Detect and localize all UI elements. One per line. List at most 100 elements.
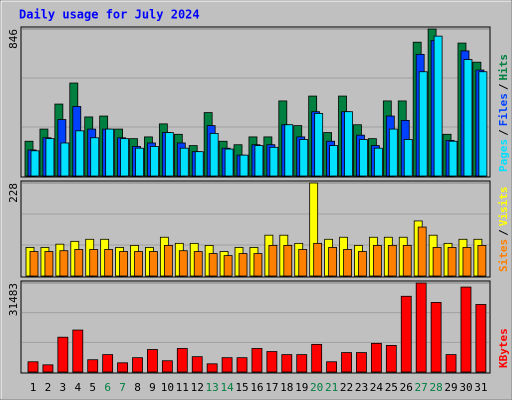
- legend-entry: Hits: [497, 54, 510, 81]
- bar: [400, 295, 412, 373]
- bar: [29, 251, 39, 277]
- bar: [221, 357, 233, 373]
- bar: [90, 137, 100, 177]
- x-tick-label: 22: [340, 381, 353, 394]
- bar: [134, 251, 143, 277]
- bar: [281, 354, 293, 373]
- bar: [75, 130, 85, 177]
- legend: Pages / Files / Hits: [497, 54, 510, 172]
- bar: [164, 132, 174, 177]
- bar: [328, 247, 338, 277]
- bar: [193, 251, 203, 277]
- bar: [251, 348, 263, 373]
- bar: [191, 356, 203, 373]
- bar: [388, 128, 398, 177]
- bar: [478, 71, 488, 177]
- x-tick-label: 23: [355, 381, 368, 394]
- bar: [45, 138, 55, 177]
- x-tick-label: 19: [295, 381, 308, 394]
- bar: [176, 348, 188, 373]
- bar: [161, 360, 173, 373]
- bar: [105, 128, 115, 177]
- legend: KBytes: [497, 328, 510, 368]
- bar: [460, 286, 472, 373]
- bar: [475, 304, 487, 373]
- bar: [72, 329, 84, 373]
- bar: [313, 242, 323, 277]
- x-tick-label: 2: [45, 381, 52, 394]
- bar: [283, 245, 293, 277]
- x-tick-label: 25: [385, 381, 398, 394]
- bar: [314, 113, 324, 177]
- bar: [120, 138, 129, 177]
- bar: [326, 361, 338, 373]
- x-tick-label: 30: [459, 381, 472, 394]
- bar: [462, 247, 472, 277]
- bar: [44, 251, 54, 277]
- legend-entry: KBytes: [497, 328, 510, 368]
- bar: [477, 245, 487, 277]
- bar: [359, 139, 368, 177]
- x-tick-label: 11: [176, 381, 189, 394]
- bar: [102, 354, 114, 373]
- bar: [163, 245, 173, 277]
- bar: [132, 357, 143, 373]
- bar: [433, 35, 443, 177]
- bar: [445, 354, 457, 373]
- bar: [87, 359, 99, 373]
- bar: [296, 354, 308, 373]
- x-tick-label: 31: [474, 381, 487, 394]
- bar: [299, 139, 309, 177]
- x-tick-label: 12: [191, 381, 204, 394]
- bar: [209, 133, 219, 177]
- bar: [356, 352, 367, 373]
- legend-entry: Sites: [497, 239, 510, 272]
- x-tick-label: 15: [235, 381, 248, 394]
- bar: [179, 147, 189, 177]
- x-tick-label: 28: [429, 381, 442, 394]
- x-tick-label: 21: [325, 381, 338, 394]
- bar: [89, 249, 99, 277]
- legend-separator: /: [497, 129, 510, 136]
- bar: [358, 251, 367, 277]
- x-tick-label: 20: [310, 381, 323, 394]
- legend-entry: Visits: [497, 187, 510, 227]
- bar: [344, 111, 353, 177]
- bar: [30, 150, 40, 177]
- bar: [135, 147, 144, 177]
- bar: [268, 245, 278, 277]
- bar: [147, 349, 158, 373]
- x-tick-label: 13: [206, 381, 219, 394]
- bar: [298, 249, 308, 277]
- y-tick-label: 228: [7, 183, 20, 203]
- x-tick-label: 4: [74, 381, 81, 394]
- bar: [402, 245, 412, 277]
- x-tick-label: 26: [400, 381, 413, 394]
- bar: [385, 344, 397, 373]
- bar: [254, 145, 264, 177]
- bar: [57, 336, 69, 373]
- x-tick-label: 3: [60, 381, 67, 394]
- bar: [343, 249, 352, 277]
- bar: [432, 247, 442, 277]
- bar: [266, 351, 278, 373]
- x-tick-label: 27: [415, 381, 428, 394]
- bar: [370, 342, 382, 373]
- bar: [223, 255, 233, 277]
- bar: [150, 146, 159, 177]
- x-tick-label: 18: [280, 381, 293, 394]
- x-tick-label: 6: [104, 381, 111, 394]
- x-tick-label: 17: [265, 381, 278, 394]
- bar: [59, 250, 69, 277]
- bar: [269, 146, 279, 177]
- bar: [27, 361, 39, 373]
- bar: [417, 226, 427, 277]
- bar: [372, 245, 382, 277]
- bar: [239, 154, 249, 177]
- bar: [224, 148, 234, 177]
- bar: [448, 140, 458, 177]
- bar: [60, 142, 70, 177]
- bar: [430, 302, 442, 373]
- bar: [447, 247, 457, 277]
